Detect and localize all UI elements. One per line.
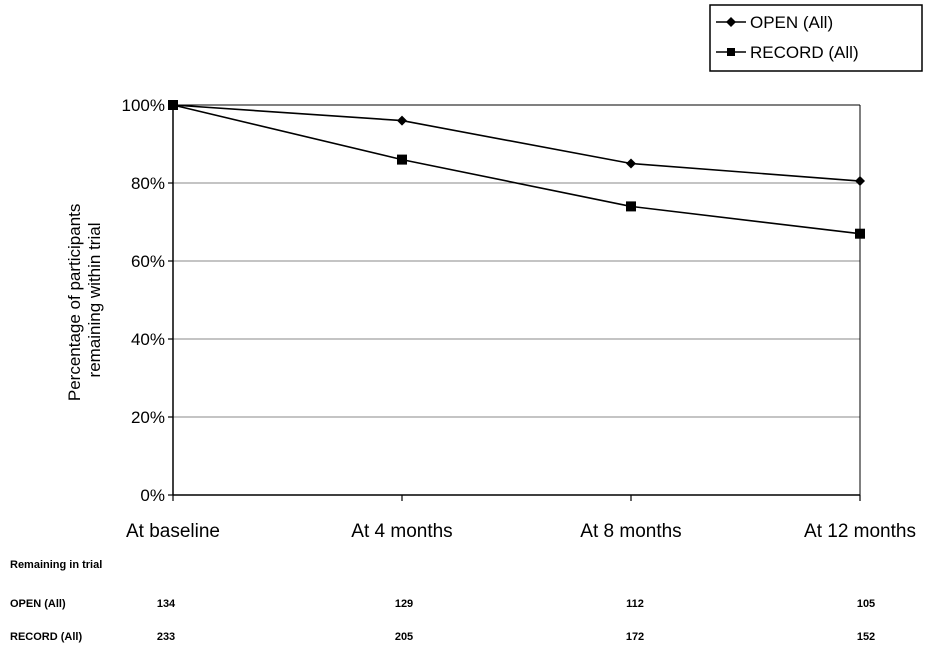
data-point-diamond <box>855 176 865 187</box>
x-ticks: At baseline At 4 months At 8 months At 12 m… <box>126 495 916 542</box>
x-tick-label: At 8 months <box>580 521 681 542</box>
y-tick-label: 100% <box>122 96 165 115</box>
y-axis-label-line-1: Percentage of participants <box>65 204 84 402</box>
legend-marker-open <box>726 17 736 27</box>
legend-label-record: RECORD (All) <box>750 43 859 62</box>
y-axis-label: Percentage of participants remaining wit… <box>65 199 104 401</box>
gridlines <box>173 182 860 418</box>
y-tick-label: 20% <box>131 408 165 427</box>
axes <box>172 104 861 496</box>
y-tick-label: 60% <box>131 252 165 271</box>
series-line-0 <box>172 104 861 182</box>
legend-marker-record <box>727 48 735 56</box>
data-point-square <box>855 228 865 239</box>
y-tick-label: 80% <box>131 174 165 193</box>
data-point-diamond <box>397 115 407 126</box>
x-tick-label: At 4 months <box>351 521 452 542</box>
data-point-square <box>168 100 178 110</box>
y-tick-label: 40% <box>131 330 165 349</box>
series-line-1 <box>172 104 861 235</box>
legend-label-open: OPEN (All) <box>750 13 833 32</box>
x-tick-label: At 12 months <box>804 521 916 542</box>
data-point-square <box>397 154 407 165</box>
series-layer <box>168 100 865 239</box>
legend-box <box>709 4 923 72</box>
data-point-square <box>626 201 636 212</box>
x-tick-label: At baseline <box>126 521 220 542</box>
y-tick-label: 0% <box>140 486 165 505</box>
data-point-diamond <box>626 158 636 169</box>
y-ticks: 0% 20% 40% 60% 80% 100% <box>122 96 173 505</box>
legend: OPEN (All) RECORD (All) <box>709 4 923 72</box>
y-axis-label-line-2: remaining within trial <box>85 223 104 378</box>
